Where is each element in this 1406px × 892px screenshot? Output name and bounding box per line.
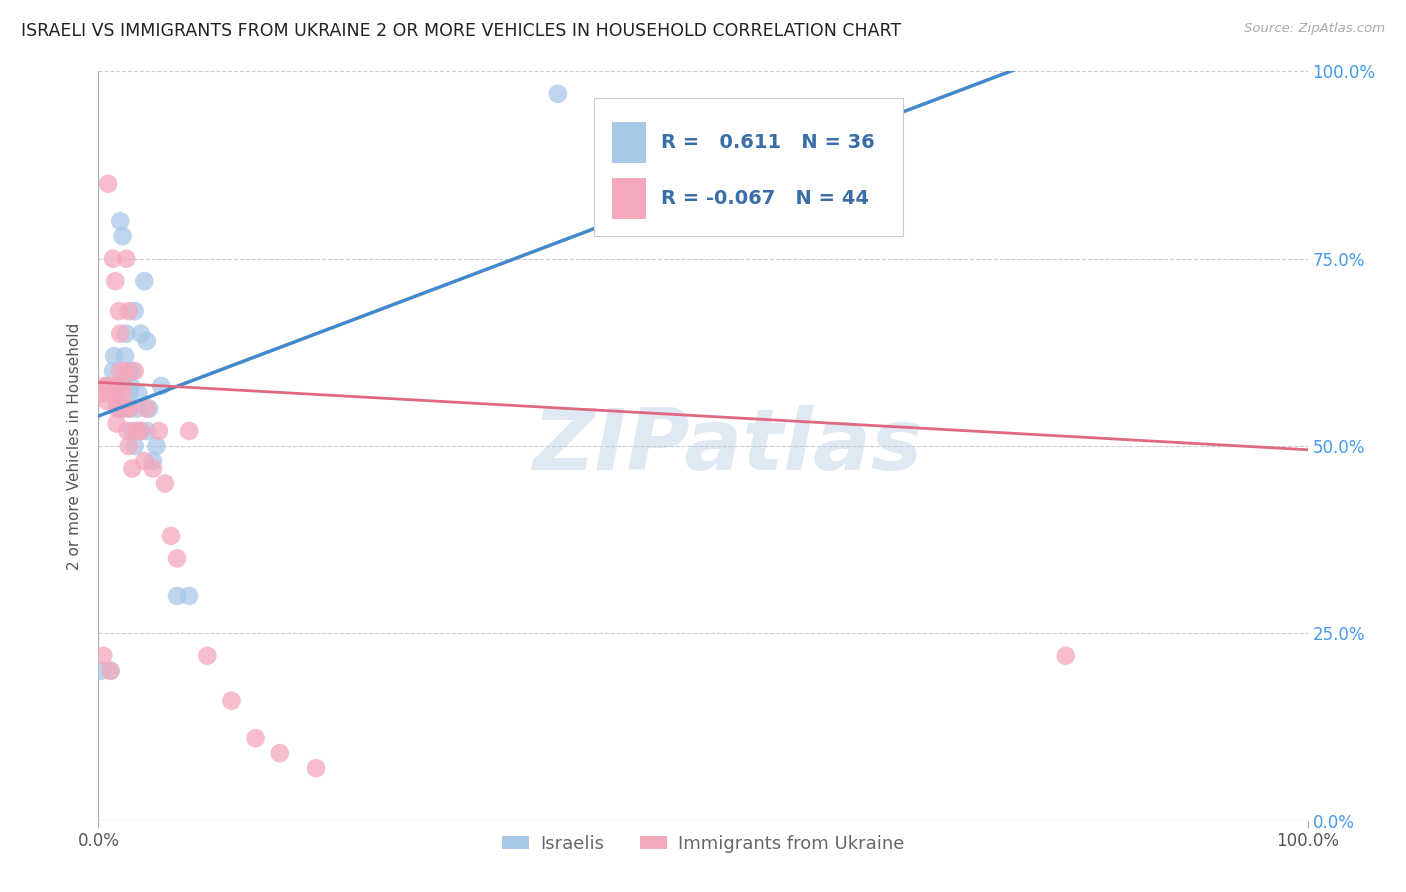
Point: [93, 379, 115, 393]
Point: [269, 746, 291, 760]
Point: [114, 401, 136, 416]
Point: [97, 177, 120, 191]
Point: [127, 401, 149, 416]
Point: [108, 401, 131, 416]
Point: [118, 364, 141, 378]
Point: [135, 424, 157, 438]
Point: [101, 364, 124, 378]
Point: [103, 349, 125, 363]
Point: [547, 87, 569, 101]
Text: R =   0.611   N = 36: R = 0.611 N = 36: [661, 133, 875, 152]
Point: [97, 379, 120, 393]
Point: [115, 326, 138, 341]
Point: [118, 439, 141, 453]
Point: [138, 401, 160, 416]
Point: [129, 424, 152, 438]
Point: [195, 648, 218, 663]
Text: R = -0.067   N = 44: R = -0.067 N = 44: [661, 189, 869, 208]
Point: [101, 379, 124, 393]
Point: [127, 386, 149, 401]
Point: [101, 252, 124, 266]
Bar: [613, 122, 647, 163]
Point: [148, 424, 170, 438]
Point: [121, 364, 143, 378]
Point: [91, 648, 114, 663]
Point: [96, 379, 118, 393]
Point: [245, 731, 267, 746]
Point: [107, 386, 129, 401]
Point: [305, 761, 328, 775]
Point: [135, 334, 157, 348]
Point: [100, 386, 122, 401]
Point: [150, 379, 173, 393]
Point: [124, 439, 146, 453]
Point: [111, 401, 134, 416]
Point: [115, 252, 138, 266]
Text: Source: ZipAtlas.com: Source: ZipAtlas.com: [1244, 22, 1385, 36]
Point: [129, 326, 152, 341]
Point: [118, 304, 141, 318]
Point: [114, 349, 136, 363]
Point: [142, 461, 165, 475]
Point: [1054, 648, 1077, 663]
FancyBboxPatch shape: [595, 97, 903, 236]
Point: [114, 379, 136, 393]
Point: [129, 424, 152, 438]
Point: [91, 664, 114, 678]
Point: [179, 424, 201, 438]
Point: [121, 461, 143, 475]
Point: [108, 364, 131, 378]
Point: [179, 589, 201, 603]
Point: [111, 386, 134, 401]
Point: [105, 417, 128, 431]
Point: [104, 274, 127, 288]
Point: [118, 386, 141, 401]
Point: [166, 589, 188, 603]
Point: [100, 664, 122, 678]
Point: [118, 401, 141, 416]
Point: [145, 439, 167, 453]
Point: [121, 424, 143, 438]
Point: [91, 386, 114, 401]
Bar: [613, 178, 647, 219]
Point: [120, 379, 142, 393]
Point: [134, 454, 156, 468]
Point: [108, 326, 131, 341]
Point: [117, 424, 139, 438]
Point: [96, 394, 118, 409]
Point: [114, 364, 136, 378]
Point: [166, 551, 188, 566]
Point: [105, 401, 128, 416]
Point: [124, 364, 146, 378]
Point: [153, 476, 176, 491]
Point: [135, 401, 157, 416]
Text: ISRAELI VS IMMIGRANTS FROM UKRAINE 2 OR MORE VEHICLES IN HOUSEHOLD CORRELATION C: ISRAELI VS IMMIGRANTS FROM UKRAINE 2 OR …: [21, 22, 901, 40]
Point: [118, 401, 141, 416]
Point: [221, 694, 243, 708]
Point: [142, 454, 165, 468]
Point: [127, 424, 149, 438]
Point: [108, 304, 131, 318]
Point: [105, 379, 128, 393]
Point: [100, 664, 122, 678]
Legend: Israelis, Immigrants from Ukraine: Israelis, Immigrants from Ukraine: [495, 828, 911, 860]
Point: [134, 274, 156, 288]
Point: [108, 214, 131, 228]
Text: ZIPatlas: ZIPatlas: [531, 404, 922, 488]
Y-axis label: 2 or more Vehicles in Household: 2 or more Vehicles in Household: [67, 322, 83, 570]
Point: [160, 529, 183, 543]
Point: [111, 229, 134, 244]
Point: [105, 394, 128, 409]
Point: [124, 304, 146, 318]
Point: [111, 379, 134, 393]
